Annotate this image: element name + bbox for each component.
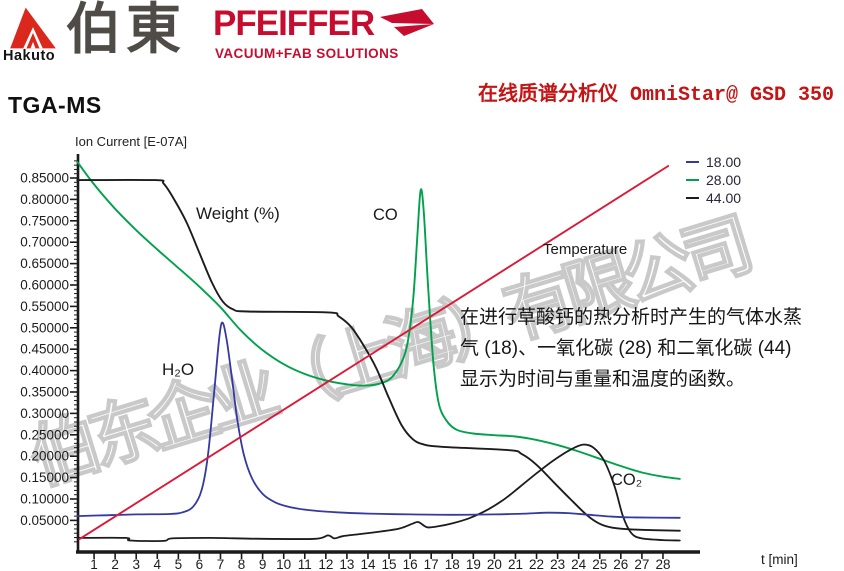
svg-text:1: 1 (90, 557, 98, 571)
svg-text:15: 15 (382, 557, 397, 571)
svg-text:11: 11 (298, 557, 312, 571)
co-curve-label: CO (373, 206, 398, 224)
annotation-line-1: 在进行草酸钙的热分析时产生的气体水蒸 (460, 307, 803, 328)
svg-text:10: 10 (276, 557, 291, 571)
svg-text:12: 12 (318, 557, 333, 571)
svg-text:23: 23 (550, 557, 565, 571)
svg-text:0.50000: 0.50000 (20, 320, 69, 335)
svg-text:21: 21 (508, 557, 523, 571)
legend-dash-28-icon (686, 178, 699, 182)
temperature-curve-label: Temperature (543, 241, 628, 258)
annotation-text: 在进行草酸钙的热分析时产生的气体水蒸 气 (18)、一氧化碳 (28) 和二氧化… (460, 302, 842, 395)
svg-text:17: 17 (424, 557, 439, 571)
svg-text:0.80000: 0.80000 (20, 192, 69, 207)
pfeiffer-logo-text: PFEIFFER (213, 4, 375, 43)
legend-item-28: 28.00 (686, 171, 741, 189)
svg-text:0.05000: 0.05000 (20, 513, 69, 528)
x-axis-title: t [min] (761, 552, 798, 567)
svg-text:5: 5 (175, 557, 183, 571)
page-title: TGA-MS (8, 92, 102, 118)
legend-dash-44-icon (686, 196, 699, 200)
annotation-line-2: 气 (18)、一氧化碳 (28) 和二氧化碳 (44) (460, 338, 792, 359)
svg-text:7: 7 (217, 557, 225, 571)
pfeiffer-tagline: VACUUM+FAB SOLUTIONS (215, 46, 399, 61)
legend-item-18: 18.00 (686, 153, 741, 171)
legend-label-18: 18.00 (706, 154, 742, 170)
svg-text:14: 14 (360, 557, 376, 571)
svg-text:24: 24 (571, 557, 587, 571)
svg-text:0.40000: 0.40000 (20, 363, 69, 378)
svg-text:6: 6 (196, 557, 204, 571)
svg-text:9: 9 (259, 557, 267, 571)
svg-text:19: 19 (466, 557, 481, 571)
annotation-line-3: 显示为时间与重量和温度的函数。 (460, 369, 746, 390)
svg-text:2: 2 (111, 557, 119, 571)
hakuto-logo-icon (10, 7, 56, 49)
legend-item-44: 44.00 (686, 189, 741, 207)
svg-text:0.35000: 0.35000 (20, 385, 69, 400)
svg-text:25: 25 (592, 557, 607, 571)
product-title: 在线质谱分析仪 OmniStar@ GSD 350 (477, 84, 834, 107)
svg-text:22: 22 (529, 557, 544, 571)
svg-text:0.45000: 0.45000 (20, 342, 69, 357)
legend-label-28: 28.00 (706, 172, 742, 188)
hakuto-chinese-logo: 伯東 (66, 0, 187, 60)
svg-text:0.85000: 0.85000 (20, 171, 69, 186)
svg-text:20: 20 (487, 557, 502, 571)
svg-text:3: 3 (132, 557, 140, 571)
pfeiffer-logo: PFEIFFER (213, 4, 435, 43)
svg-text:0.70000: 0.70000 (20, 235, 69, 250)
chart-legend: 18.00 28.00 44.00 (686, 153, 741, 207)
svg-text:8: 8 (238, 557, 246, 571)
svg-text:26: 26 (613, 557, 628, 571)
svg-text:0.55000: 0.55000 (20, 299, 69, 314)
svg-text:0.75000: 0.75000 (20, 213, 69, 228)
svg-text:13: 13 (339, 557, 354, 571)
pfeiffer-arrow-icon (380, 9, 435, 36)
svg-text:28: 28 (655, 557, 670, 571)
svg-text:27: 27 (634, 557, 649, 571)
co2-curve-label: CO₂ (611, 471, 643, 489)
weight-curve-label: Weight (%) (196, 204, 280, 223)
legend-label-44: 44.00 (706, 190, 742, 206)
svg-text:4: 4 (154, 557, 162, 571)
svg-text:16: 16 (403, 557, 418, 571)
svg-text:0.60000: 0.60000 (20, 278, 69, 293)
hakuto-logo-text: Hakuto (3, 48, 56, 64)
svg-text:0.65000: 0.65000 (20, 256, 69, 271)
legend-dash-18-icon (686, 160, 699, 164)
h2o-curve-label: H₂O (162, 360, 195, 379)
svg-text:18: 18 (445, 557, 460, 571)
y-axis-title: Ion Current [E-07A] (75, 134, 187, 149)
